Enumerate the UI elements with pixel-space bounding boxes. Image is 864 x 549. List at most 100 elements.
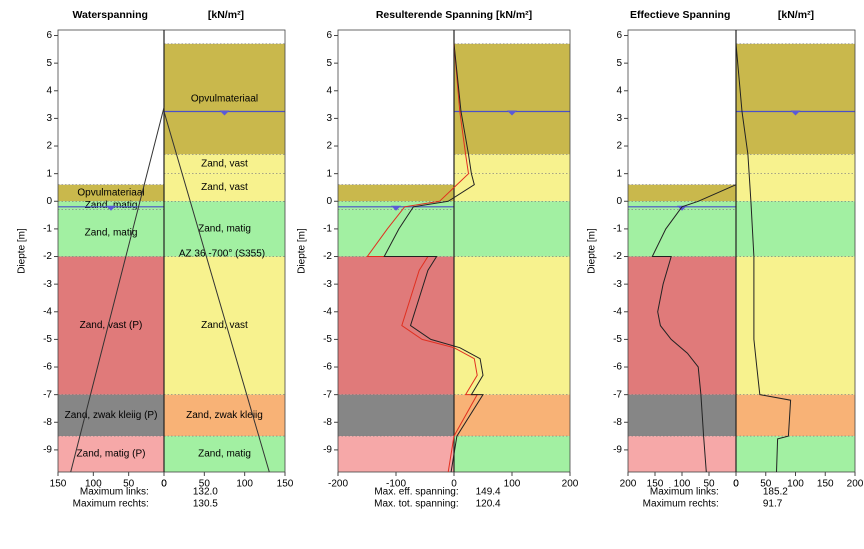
soil-layer — [628, 184, 736, 202]
x-tick-label: 100 — [85, 479, 102, 490]
layer-label: Zand, zwak kleiig — [186, 410, 263, 421]
stress-line — [735, 43, 792, 473]
y-tick-label: -2 — [43, 251, 52, 262]
y-tick-label: -8 — [323, 417, 332, 428]
x-tick-label: 0 — [161, 479, 167, 490]
soil-layer — [338, 201, 454, 210]
footer-value: 120.4 — [476, 499, 501, 510]
y-tick-label: 3 — [326, 113, 332, 124]
footer-label: Maximum links: — [650, 487, 719, 498]
y-tick-label: -6 — [323, 362, 332, 373]
footer-value: 185.2 — [763, 487, 788, 498]
soil-layer — [164, 201, 285, 257]
y-tick-label: -5 — [613, 334, 622, 345]
x-tick-label: 150 — [50, 479, 67, 490]
soil-layer — [164, 436, 285, 472]
y-tick-label: 1 — [46, 168, 52, 179]
water-marker — [507, 110, 517, 116]
y-tick-label: 6 — [616, 30, 622, 41]
water-marker — [391, 205, 401, 211]
soil-layer — [338, 256, 454, 395]
layer-label: Zand, matig — [85, 228, 138, 239]
x-tick-label: 150 — [817, 479, 834, 490]
plot-frame — [57, 29, 286, 473]
y-tick-label: 6 — [326, 30, 332, 41]
y-tick-label: -7 — [43, 389, 52, 400]
y-tick-label: -2 — [613, 251, 622, 262]
water-marker — [106, 205, 116, 211]
footer-value: 91.7 — [763, 499, 783, 510]
y-tick-label: -8 — [43, 417, 52, 428]
x-tick-label: 50 — [123, 479, 135, 490]
soil-layer — [736, 201, 855, 257]
y-tick-label: 4 — [326, 85, 332, 96]
soil-layer — [454, 394, 570, 437]
x-tick-label: 100 — [787, 479, 804, 490]
y-tick-label: 2 — [46, 141, 52, 152]
y-tick-label: -5 — [323, 334, 332, 345]
x-tick-label: 0 — [733, 479, 739, 490]
footer-label: Maximum rechts: — [643, 499, 719, 510]
water-marker — [219, 110, 230, 116]
soil-layer — [58, 256, 164, 395]
panel-title: Resulterende Spanning [kN/m²] — [376, 9, 532, 21]
plot-frame — [627, 29, 856, 473]
soil-layer — [736, 154, 855, 174]
wall-label: AZ 36 -700° (S355) — [179, 248, 265, 259]
soil-layer — [628, 209, 736, 257]
footer-label: Maximum rechts: — [73, 499, 149, 510]
y-tick-label: 0 — [46, 196, 52, 207]
soil-layer — [58, 184, 164, 202]
soil-layer — [58, 209, 164, 257]
layer-label: Zand, matig (P) — [77, 449, 146, 460]
soil-layer — [338, 394, 454, 437]
soil-layer — [454, 256, 570, 395]
panel-unit: [kN/m²] — [208, 9, 244, 21]
soil-layer — [454, 173, 570, 202]
x-tick-label: 0 — [161, 479, 167, 490]
y-tick-label: -9 — [323, 445, 332, 456]
y-tick-label: -3 — [613, 279, 622, 290]
y-tick-label: -7 — [323, 389, 332, 400]
x-tick-label: 100 — [504, 479, 521, 490]
soil-layer — [164, 394, 285, 437]
layer-label: Opvulmateriaal — [191, 94, 258, 105]
x-tick-label: 200 — [562, 479, 579, 490]
y-tick-label: -9 — [613, 445, 622, 456]
x-tick-label: 0 — [733, 479, 739, 490]
layer-label: Zand, vast — [201, 159, 248, 170]
y-tick-label: 2 — [616, 141, 622, 152]
y-tick-label: 1 — [616, 168, 622, 179]
y-tick-label: -4 — [43, 306, 52, 317]
layer-label: Zand, vast — [201, 182, 248, 193]
y-tick-label: 2 — [326, 141, 332, 152]
soil-layer — [164, 43, 285, 155]
soil-layer — [454, 201, 570, 257]
x-tick-label: 100 — [236, 479, 253, 490]
soil-layer — [454, 43, 570, 155]
stress-line — [70, 107, 165, 473]
y-tick-label: -5 — [43, 334, 52, 345]
x-tick-label: 200 — [620, 479, 637, 490]
soil-layer — [338, 184, 454, 202]
footer-label: Max. eff. spanning: — [374, 487, 458, 498]
stress-line — [366, 43, 479, 473]
layer-label: Opvulmateriaal — [77, 188, 144, 199]
soil-layer — [164, 173, 285, 202]
y-tick-label: 5 — [326, 58, 332, 69]
soil-layer — [454, 436, 570, 472]
panel-title: Effectieve Spanning — [630, 9, 730, 21]
soil-layer — [736, 43, 855, 155]
layer-label: Zand, matig — [85, 200, 138, 211]
soil-layer — [736, 256, 855, 395]
soil-layer — [454, 154, 570, 174]
y-tick-label: 0 — [616, 196, 622, 207]
y-tick-label: -6 — [43, 362, 52, 373]
y-tick-label: 5 — [616, 58, 622, 69]
y-tick-label: 4 — [46, 85, 52, 96]
x-tick-label: 50 — [703, 479, 715, 490]
soil-layer — [628, 394, 736, 437]
soil-layer — [164, 154, 285, 174]
footer-label: Maximum links: — [80, 487, 149, 498]
y-tick-label: -1 — [613, 224, 622, 235]
